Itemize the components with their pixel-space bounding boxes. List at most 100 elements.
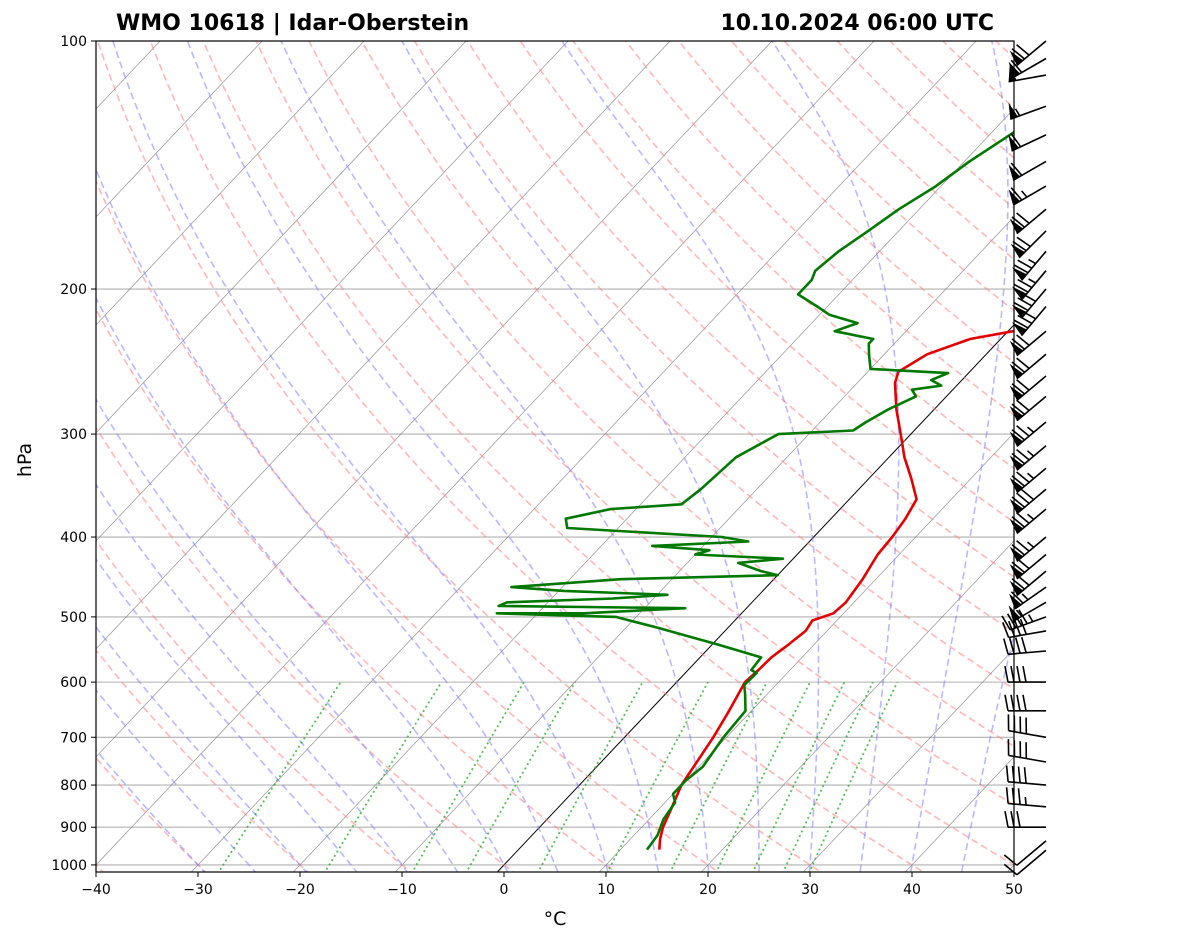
wind-barb	[1008, 133, 1047, 152]
wind-barb	[1009, 40, 1047, 67]
title-station: WMO 10618 | Idar-Oberstein	[116, 11, 469, 36]
dry-adiabat	[149, 41, 926, 872]
wind-barb	[1009, 467, 1047, 494]
barb-flag	[1009, 593, 1022, 609]
wind-barb	[1003, 840, 1047, 866]
barb-full	[1011, 383, 1026, 395]
barb-half	[1014, 108, 1021, 117]
barb-flag	[1010, 243, 1025, 258]
isotherm	[1100, 41, 1181, 882]
moist-adiabat	[96, 483, 409, 872]
y-tick-label: 1000	[51, 858, 87, 874]
barb-full	[1010, 187, 1023, 201]
x-tick-label: −30	[183, 882, 213, 898]
barb-full	[1010, 59, 1023, 74]
barb-staff	[1008, 754, 1047, 763]
barb-full	[1020, 636, 1027, 653]
barb-full	[1011, 361, 1026, 373]
barb-flag	[1009, 580, 1023, 596]
barb-flag	[1008, 61, 1020, 78]
barb-flag	[1008, 164, 1020, 181]
mixing-ratio-line	[323, 681, 443, 872]
wind-barb	[1009, 536, 1047, 563]
dry-adiabat	[413, 41, 1014, 634]
barb-full	[1010, 811, 1015, 828]
barb-full	[1005, 765, 1009, 782]
wind-barb	[1009, 395, 1047, 422]
dry-adiabat	[942, 41, 1014, 109]
y-tick-label: 100	[60, 34, 87, 50]
isotherm	[292, 108, 1014, 872]
barb-full	[1006, 613, 1017, 629]
dry-adiabat	[308, 41, 1014, 748]
barb-full	[1022, 665, 1027, 683]
barb-half	[1028, 614, 1034, 623]
wind-barb	[1008, 160, 1047, 182]
barb-staff	[1012, 57, 1047, 79]
barb-flag	[1009, 518, 1023, 534]
barb-flag	[1009, 564, 1023, 579]
isotherm	[96, 41, 569, 542]
barb-full	[1008, 637, 1015, 655]
y-tick-label: 600	[60, 675, 87, 691]
barb-full	[1011, 216, 1026, 228]
moist-adiabat	[771, 41, 900, 872]
moist-adiabat	[96, 296, 509, 872]
barb-flag	[1009, 455, 1023, 471]
wind-barb	[1003, 849, 1047, 876]
barb-staff	[1012, 160, 1047, 182]
barb-full	[1017, 788, 1021, 805]
barb-full	[1013, 283, 1029, 293]
dry-adiabat	[466, 41, 1014, 578]
barb-staff	[1008, 781, 1047, 786]
barb-half	[1024, 796, 1027, 806]
wind-barb	[1007, 714, 1047, 739]
x-tick-label: 50	[1005, 882, 1023, 898]
isotherm	[96, 41, 773, 758]
barb-flag	[1009, 385, 1023, 401]
y-tick-label: 400	[60, 530, 87, 546]
barb-flag	[1011, 267, 1027, 281]
moist-adiabat	[96, 398, 459, 872]
barb-half	[1026, 450, 1035, 457]
wind-barb	[1009, 508, 1047, 535]
y-tick-label: 300	[60, 427, 87, 443]
barb-staff	[1014, 586, 1047, 610]
wind-barb	[1004, 665, 1046, 683]
barb-flag	[1009, 50, 1023, 66]
barb-flag	[1009, 546, 1023, 562]
barb-flag	[1008, 189, 1020, 206]
wind-barb	[1003, 636, 1047, 656]
barb-flag	[1009, 498, 1023, 514]
barb-flag	[1008, 134, 1019, 151]
barb-staff	[1008, 630, 1047, 639]
barb-full	[1016, 334, 1030, 346]
wind-barb	[1008, 185, 1047, 206]
barb-full	[1017, 259, 1033, 269]
wind-barb	[1010, 230, 1047, 259]
barb-full	[1011, 787, 1015, 805]
barb-full	[1016, 399, 1030, 412]
wind-barb	[1005, 765, 1047, 786]
barb-half	[1028, 278, 1037, 284]
barb-full	[1023, 767, 1027, 784]
dry-adiabat	[96, 648, 310, 872]
x-tick-label: 30	[801, 882, 819, 898]
y-axis-label: hPa	[14, 443, 36, 477]
barb-full	[1016, 379, 1030, 391]
barb-full	[1010, 665, 1015, 683]
barb-full	[1011, 48, 1026, 60]
dry-adiabat	[730, 41, 1014, 312]
moist-adiabat	[561, 41, 820, 872]
wind-barb	[1008, 102, 1047, 120]
barb-staff	[1020, 288, 1047, 319]
mixing-ratio-line	[465, 681, 576, 872]
y-tick-label: 700	[60, 730, 87, 746]
barb-staff	[1008, 650, 1047, 656]
barb-full	[1004, 665, 1009, 683]
barb-staff	[1016, 840, 1047, 866]
wind-barb	[1011, 250, 1047, 281]
barb-half	[1026, 513, 1035, 521]
barb-full	[1018, 609, 1028, 625]
